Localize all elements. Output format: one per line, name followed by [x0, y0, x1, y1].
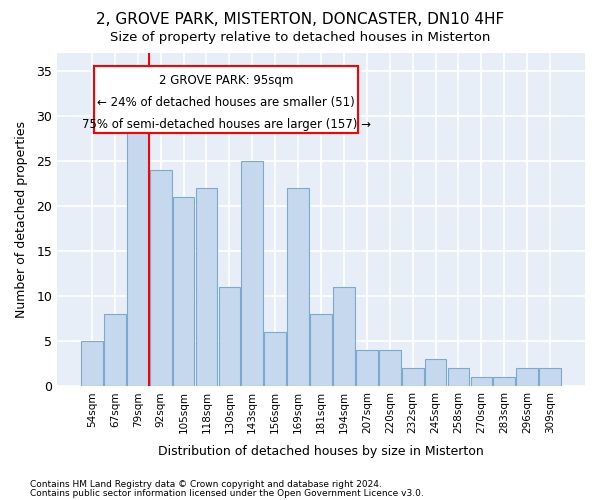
Text: ← 24% of detached houses are smaller (51): ← 24% of detached houses are smaller (51… [97, 96, 355, 109]
Text: Contains public sector information licensed under the Open Government Licence v3: Contains public sector information licen… [30, 488, 424, 498]
Text: Size of property relative to detached houses in Misterton: Size of property relative to detached ho… [110, 31, 490, 44]
Bar [333, 287, 355, 386]
Text: 2 GROVE PARK: 95sqm: 2 GROVE PARK: 95sqm [159, 74, 293, 87]
Bar [241, 161, 263, 386]
Bar [173, 197, 194, 386]
Text: 2, GROVE PARK, MISTERTON, DONCASTER, DN10 4HF: 2, GROVE PARK, MISTERTON, DONCASTER, DN1… [96, 12, 504, 28]
Bar [127, 124, 149, 386]
Bar [493, 378, 515, 386]
Bar [265, 332, 286, 386]
Bar [150, 170, 172, 386]
Bar [356, 350, 378, 386]
Bar [425, 360, 446, 386]
Text: 75% of semi-detached houses are larger (157) →: 75% of semi-detached houses are larger (… [82, 118, 371, 131]
FancyBboxPatch shape [94, 66, 358, 132]
Bar [379, 350, 401, 386]
Bar [517, 368, 538, 386]
Bar [402, 368, 424, 386]
Bar [81, 342, 103, 386]
X-axis label: Distribution of detached houses by size in Misterton: Distribution of detached houses by size … [158, 444, 484, 458]
Bar [196, 188, 217, 386]
Bar [539, 368, 561, 386]
Bar [310, 314, 332, 386]
Bar [470, 378, 492, 386]
Bar [448, 368, 469, 386]
Bar [104, 314, 126, 386]
Y-axis label: Number of detached properties: Number of detached properties [15, 121, 28, 318]
Bar [218, 287, 240, 386]
Text: Contains HM Land Registry data © Crown copyright and database right 2024.: Contains HM Land Registry data © Crown c… [30, 480, 382, 489]
Bar [287, 188, 309, 386]
